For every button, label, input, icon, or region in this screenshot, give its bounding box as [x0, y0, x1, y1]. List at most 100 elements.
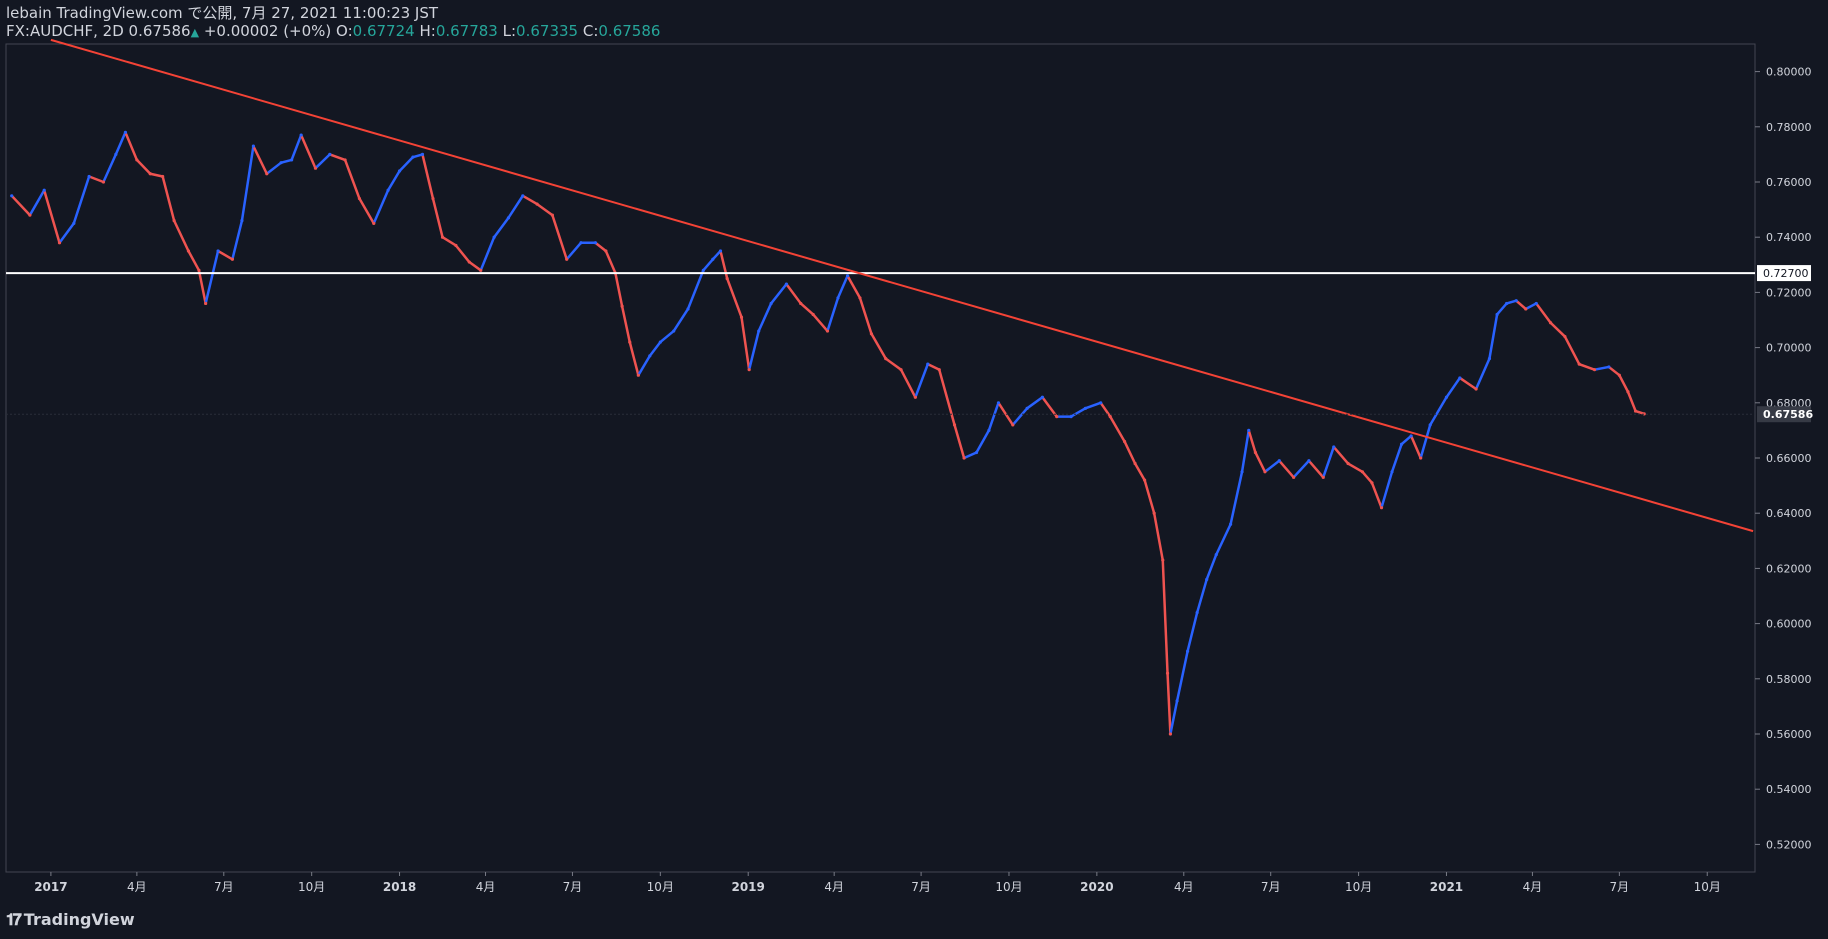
price-point [1534, 301, 1538, 306]
price-segment [231, 219, 244, 261]
trend-line[interactable] [50, 38, 1754, 533]
price-point [230, 257, 234, 261]
price-segment [1370, 481, 1383, 509]
price-segment [299, 133, 317, 170]
x-tick-label: 2018 [383, 880, 416, 894]
price-segment [1361, 470, 1374, 485]
symbol-label[interactable]: FX:AUDCHF, 2D [6, 22, 124, 40]
price-segment [1229, 470, 1244, 526]
price-segment [757, 302, 773, 333]
y-tick-label: 0.74000 [1766, 231, 1812, 244]
price-segment [672, 307, 690, 333]
price-point [1069, 415, 1073, 419]
price-segment [1626, 390, 1637, 413]
price-point [926, 362, 930, 366]
price-axis[interactable]: 0.80000 0.78000 0.76000 0.74000 0.72000 0.700… [1755, 66, 1812, 852]
price-segment [1205, 553, 1218, 581]
x-tick-label: 10月 [647, 880, 674, 894]
price-point [550, 213, 554, 217]
price-point [636, 373, 640, 377]
price-point [42, 188, 46, 192]
x-tick-label: 7月 [1610, 880, 1630, 894]
price-point [1505, 301, 1509, 306]
price-segment [372, 189, 390, 225]
price-segment [1332, 445, 1350, 465]
last-price-label: 0.67586 [1757, 406, 1813, 423]
x-tick-label: 10月 [298, 880, 325, 894]
price-point [1133, 461, 1137, 466]
price-point [251, 144, 256, 148]
price-segment [997, 401, 1015, 427]
price-segment [711, 249, 722, 261]
price-segment [328, 153, 347, 162]
tradingview-logo[interactable]: 𝟏𝟕 TradingView [6, 910, 135, 930]
price-segment [551, 213, 568, 261]
y-tick-label: 0.78000 [1766, 121, 1812, 134]
price-point [313, 166, 318, 170]
price-segment [1084, 401, 1102, 410]
price-segment [102, 153, 118, 184]
price-segment [884, 357, 903, 371]
open-value: 0.67724 [352, 22, 415, 40]
price-point [492, 235, 496, 239]
x-tick-label: 2019 [731, 880, 764, 894]
price-point [1214, 553, 1218, 557]
y-tick-label: 0.76000 [1766, 176, 1812, 189]
price-point [620, 304, 624, 308]
x-tick-label: 7月 [214, 880, 234, 894]
price-point [1399, 442, 1404, 446]
price-point [799, 301, 803, 306]
x-tick-label: 10月 [1345, 880, 1372, 894]
price-segment [725, 277, 743, 319]
price-point [1321, 475, 1325, 479]
chart-header: lebain TradingView.com で公開, 7月 27, 2021 … [6, 4, 660, 42]
price-segment [1247, 429, 1257, 454]
price-segment [314, 153, 332, 170]
y-tick-label: 0.70000 [1766, 342, 1812, 355]
price-point [216, 249, 220, 253]
price-segment [1161, 558, 1169, 675]
price-point [747, 368, 751, 372]
price-segment [1321, 445, 1335, 479]
price-segment [265, 161, 283, 175]
x-tick-label: 7月 [563, 880, 583, 894]
y-tick-label: 0.64000 [1766, 507, 1812, 520]
price-point [1247, 428, 1251, 432]
price-point [1360, 470, 1365, 474]
price-point [101, 180, 106, 184]
price-segment [1123, 440, 1137, 465]
price-point [1195, 610, 1199, 615]
price-segment [358, 197, 376, 225]
price-point [1617, 373, 1621, 377]
time-axis[interactable]: 2017 4月 7月 10月 2018 4月 7月 10月 2019 4月 7月 10月 2020 4月 7… [34, 872, 1721, 894]
price-segment [535, 202, 554, 217]
price-point [240, 219, 244, 223]
price-segment [926, 362, 941, 371]
price-segment [421, 153, 435, 200]
price-point [628, 340, 632, 344]
price-segment [1400, 434, 1413, 446]
price-point [1292, 475, 1296, 479]
price-point [440, 235, 445, 239]
price-point [593, 241, 597, 245]
up-arrow-icon: ▲ [190, 26, 200, 39]
price-point [672, 329, 676, 333]
price-segment [836, 274, 849, 300]
price-point [604, 249, 608, 253]
y-tick-label: 0.60000 [1766, 618, 1812, 631]
price-point [1563, 334, 1567, 339]
price-point [579, 241, 583, 245]
price-segment [1593, 365, 1611, 371]
price-segment [204, 249, 220, 305]
price-segment [1458, 376, 1478, 391]
price-segment [1099, 401, 1112, 418]
price-point [1168, 732, 1173, 736]
price-point [265, 172, 269, 176]
x-tick-label: 7月 [911, 880, 931, 894]
last-price: 0.67586 [128, 22, 191, 40]
price-point [506, 216, 511, 220]
price-segment [1292, 459, 1311, 479]
price-segment [975, 429, 991, 454]
price-point [299, 133, 303, 137]
